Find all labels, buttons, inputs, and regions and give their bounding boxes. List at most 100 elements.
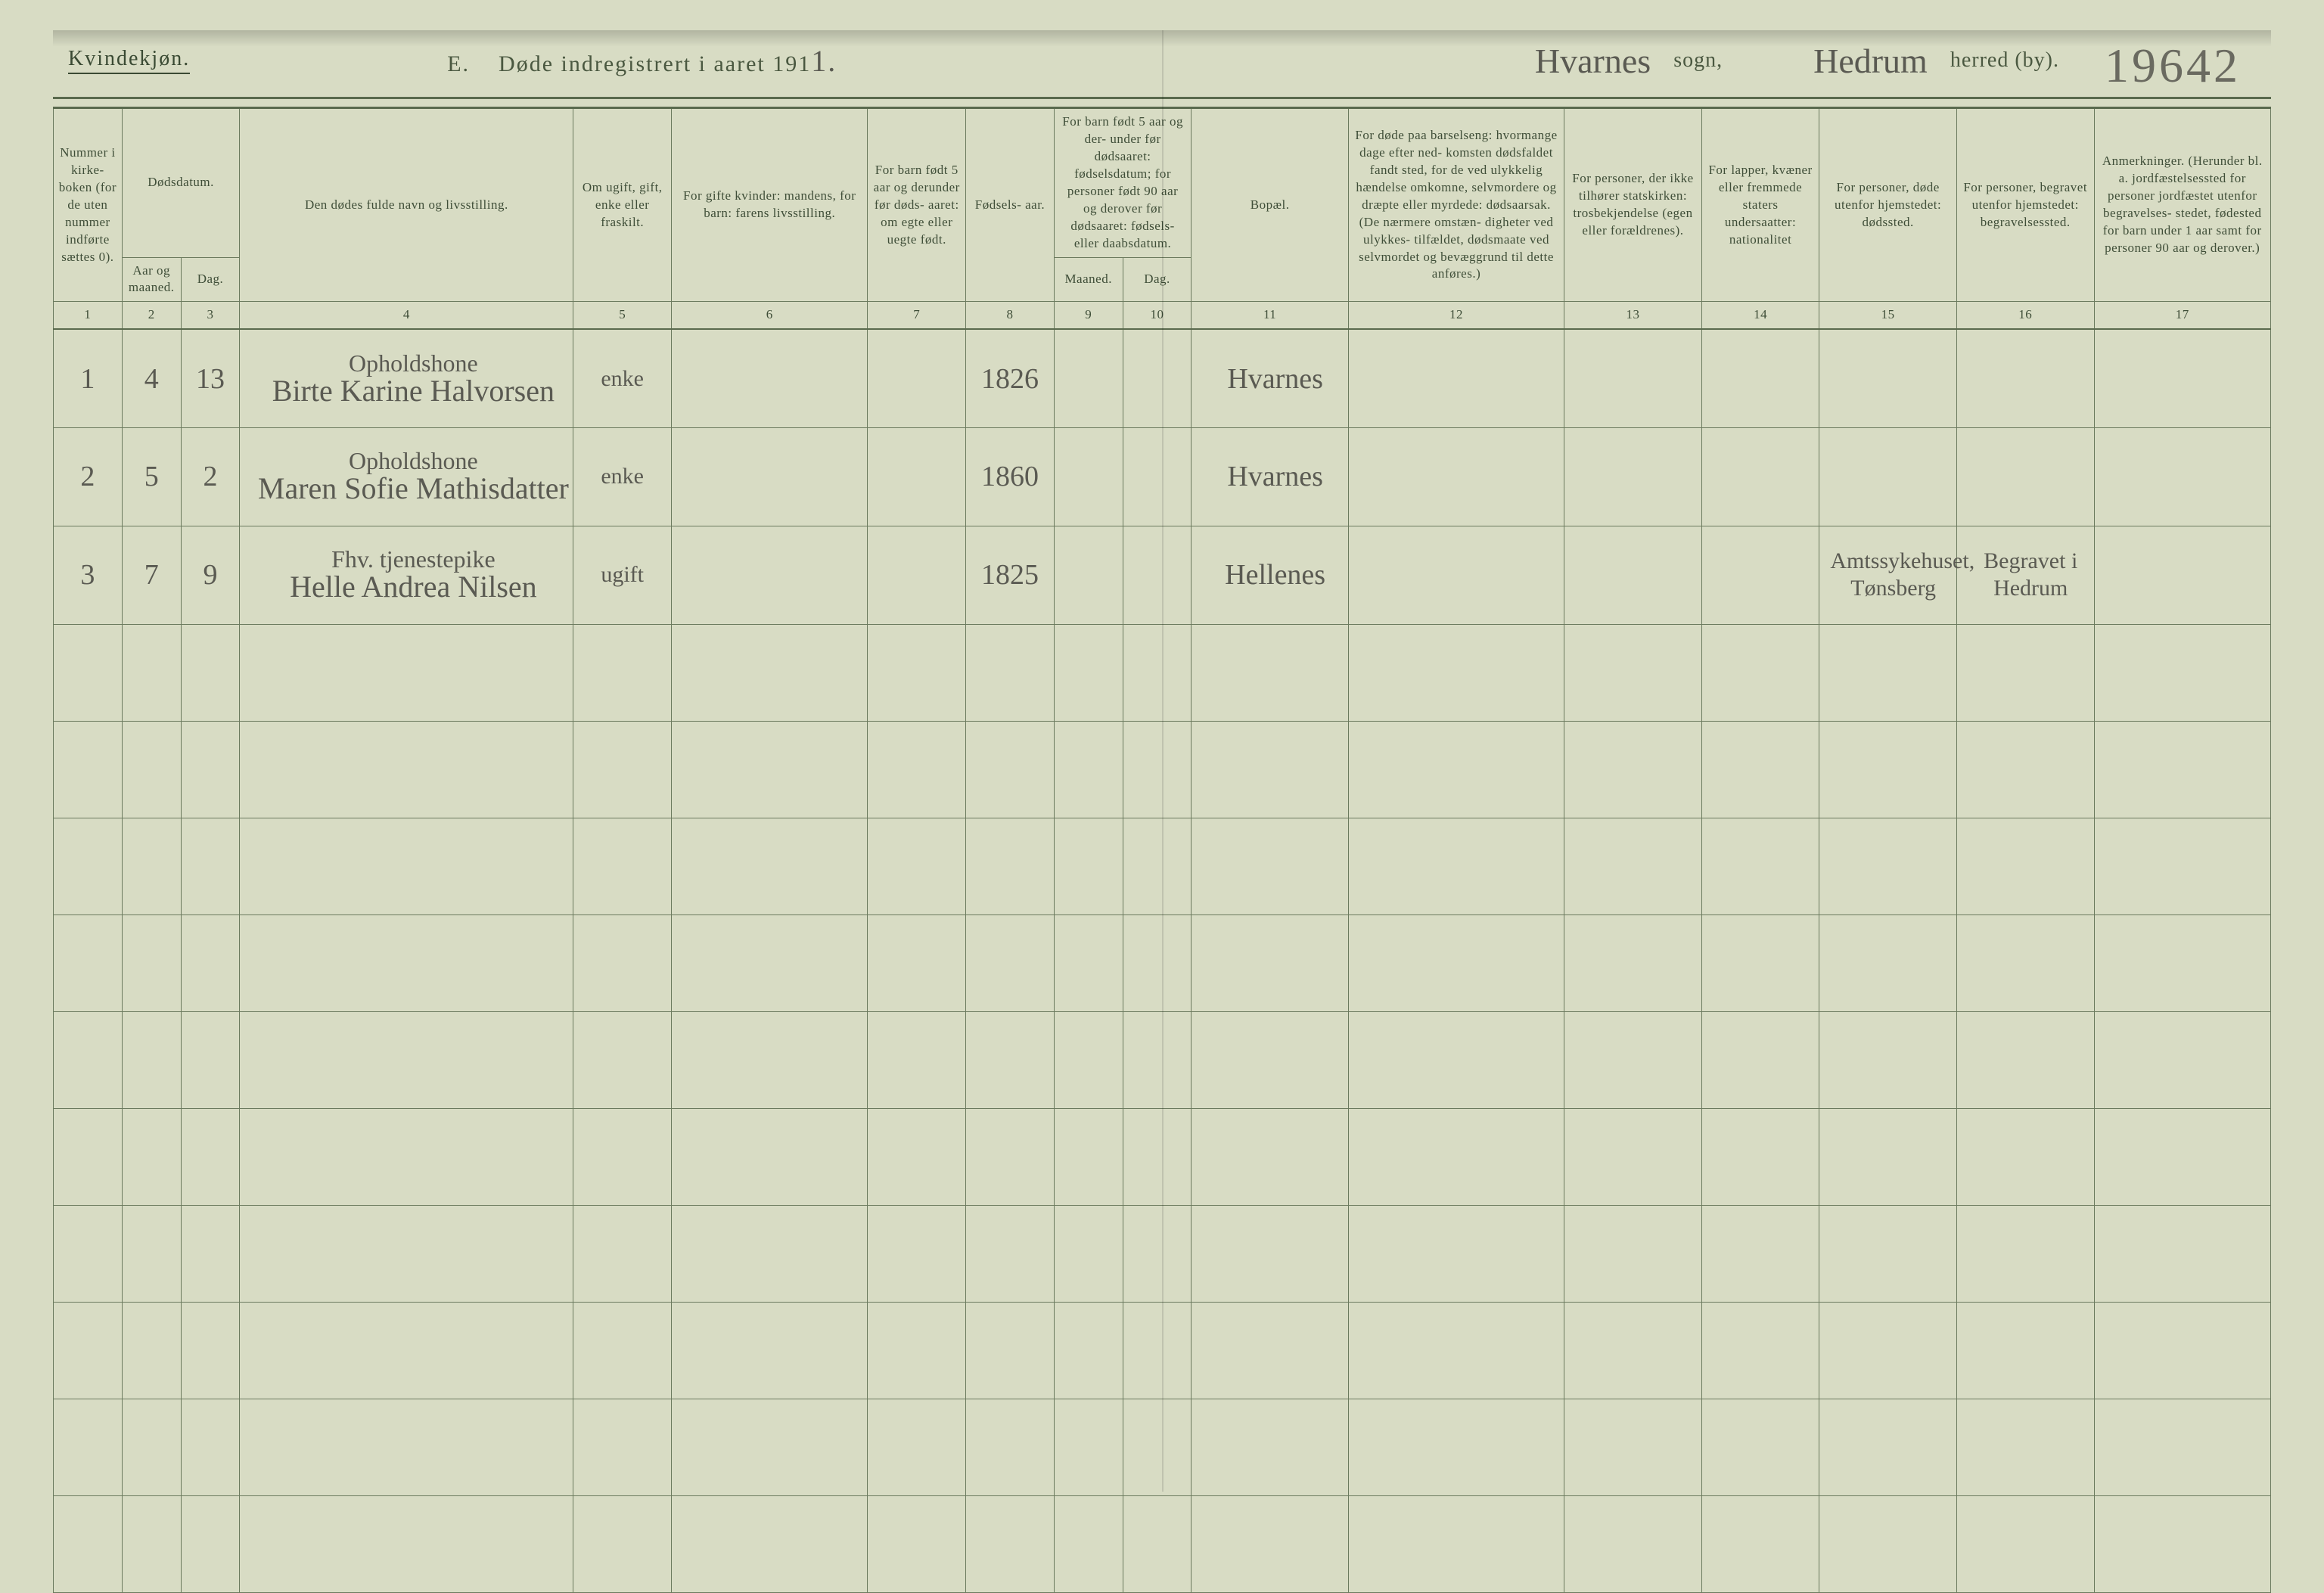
column-number: 3 xyxy=(181,302,240,329)
empty-cell xyxy=(122,624,181,721)
column-number: 8 xyxy=(966,302,1055,329)
empty-cell xyxy=(1054,914,1123,1011)
empty-cell xyxy=(1054,1205,1123,1302)
empty-cell xyxy=(573,721,672,818)
empty-cell xyxy=(1701,721,1819,818)
empty-cell xyxy=(1348,1108,1564,1205)
cell-16: Begravet i Hedrum xyxy=(1956,526,2094,624)
empty-cell xyxy=(868,1011,966,1108)
empty-cell xyxy=(573,914,672,1011)
cell-17 xyxy=(2094,329,2271,427)
empty-cell xyxy=(1956,1302,2094,1399)
empty-cell xyxy=(1701,1205,1819,1302)
cell-9a xyxy=(1054,329,1123,427)
empty-cell xyxy=(1192,1399,1349,1495)
empty-cell xyxy=(1819,624,1957,721)
cell-12 xyxy=(1348,427,1564,526)
empty-cell xyxy=(966,1302,1055,1399)
col-header-2-group: Dødsdatum. xyxy=(122,108,240,258)
empty-cell xyxy=(1819,818,1957,914)
empty-cell xyxy=(2094,1108,2271,1205)
empty-cell xyxy=(672,1399,868,1495)
sogn-label: sogn, xyxy=(1673,48,1723,73)
empty-cell xyxy=(181,1399,240,1495)
cell-14 xyxy=(1701,329,1819,427)
empty-cell xyxy=(1819,1495,1957,1592)
empty-cell xyxy=(1192,1302,1349,1399)
empty-cell xyxy=(1564,624,1702,721)
empty-cell xyxy=(181,818,240,914)
empty-cell xyxy=(1123,721,1192,818)
cell-month: 5 xyxy=(122,427,181,526)
empty-cell xyxy=(573,624,672,721)
cell-birth-year: 1860 xyxy=(966,427,1055,526)
column-number: 9 xyxy=(1054,302,1123,329)
title-prefix: Døde indregistrert i aaret 191 xyxy=(499,51,811,76)
col-header-9a: Maaned. xyxy=(1054,257,1123,302)
cell-15 xyxy=(1819,329,1957,427)
empty-cell xyxy=(1054,1302,1123,1399)
empty-cell xyxy=(1564,818,1702,914)
empty-cell xyxy=(672,1302,868,1399)
herred-label: herred (by). xyxy=(1950,48,2059,73)
empty-cell xyxy=(1054,1399,1123,1495)
cell-14 xyxy=(1701,427,1819,526)
cell-15 xyxy=(1819,427,1957,526)
column-number: 13 xyxy=(1564,302,1702,329)
empty-cell xyxy=(672,914,868,1011)
col-header-13: For personer, der ikke tilhører statskir… xyxy=(1564,108,1702,302)
empty-cell xyxy=(1054,1011,1123,1108)
cell-day: 2 xyxy=(181,427,240,526)
column-number: 4 xyxy=(240,302,573,329)
empty-cell xyxy=(122,914,181,1011)
empty-cell xyxy=(868,1495,966,1592)
col-header-5: Om ugift, gift, enke eller fraskilt. xyxy=(573,108,672,302)
cell-6 xyxy=(672,526,868,624)
empty-cell xyxy=(1956,818,2094,914)
empty-cell xyxy=(573,1108,672,1205)
register-page: 19642 Kvindekjøn. E. Døde indregistrert … xyxy=(53,30,2271,1492)
empty-cell xyxy=(1819,1011,1957,1108)
col-header-9-group: For barn født 5 aar og der- under før dø… xyxy=(1054,108,1192,258)
cell-17 xyxy=(2094,526,2271,624)
empty-cell xyxy=(573,1205,672,1302)
empty-cell xyxy=(181,1302,240,1399)
empty-cell xyxy=(1192,1495,1349,1592)
empty-cell xyxy=(1054,818,1123,914)
empty-cell xyxy=(54,721,123,818)
empty-cell xyxy=(1123,1108,1192,1205)
table-row-empty xyxy=(54,1495,2271,1592)
empty-cell xyxy=(122,1399,181,1495)
empty-cell xyxy=(1348,1495,1564,1592)
empty-cell xyxy=(1701,1108,1819,1205)
empty-cell xyxy=(1192,721,1349,818)
cell-17 xyxy=(2094,427,2271,526)
cell-9b xyxy=(1123,329,1192,427)
column-number: 17 xyxy=(2094,302,2271,329)
empty-cell xyxy=(1819,1108,1957,1205)
empty-cell xyxy=(1054,1495,1123,1592)
empty-cell xyxy=(1123,624,1192,721)
empty-cell xyxy=(2094,818,2271,914)
empty-cell xyxy=(240,1302,573,1399)
page-number-handwritten: 19642 xyxy=(2105,38,2241,94)
empty-cell xyxy=(1054,1108,1123,1205)
cell-day: 9 xyxy=(181,526,240,624)
empty-cell xyxy=(54,624,123,721)
empty-cell xyxy=(240,1399,573,1495)
cell-7 xyxy=(868,526,966,624)
empty-cell xyxy=(1701,914,1819,1011)
column-number: 12 xyxy=(1348,302,1564,329)
empty-cell xyxy=(240,818,573,914)
empty-cell xyxy=(122,1011,181,1108)
column-number: 10 xyxy=(1123,302,1192,329)
empty-cell xyxy=(1956,1495,2094,1592)
empty-cell xyxy=(1701,1495,1819,1592)
column-number: 2 xyxy=(122,302,181,329)
empty-cell xyxy=(240,914,573,1011)
empty-cell xyxy=(1348,721,1564,818)
empty-cell xyxy=(1123,1011,1192,1108)
empty-cell xyxy=(1956,914,2094,1011)
empty-cell xyxy=(181,624,240,721)
col-header-8: Fødsels- aar. xyxy=(966,108,1055,302)
